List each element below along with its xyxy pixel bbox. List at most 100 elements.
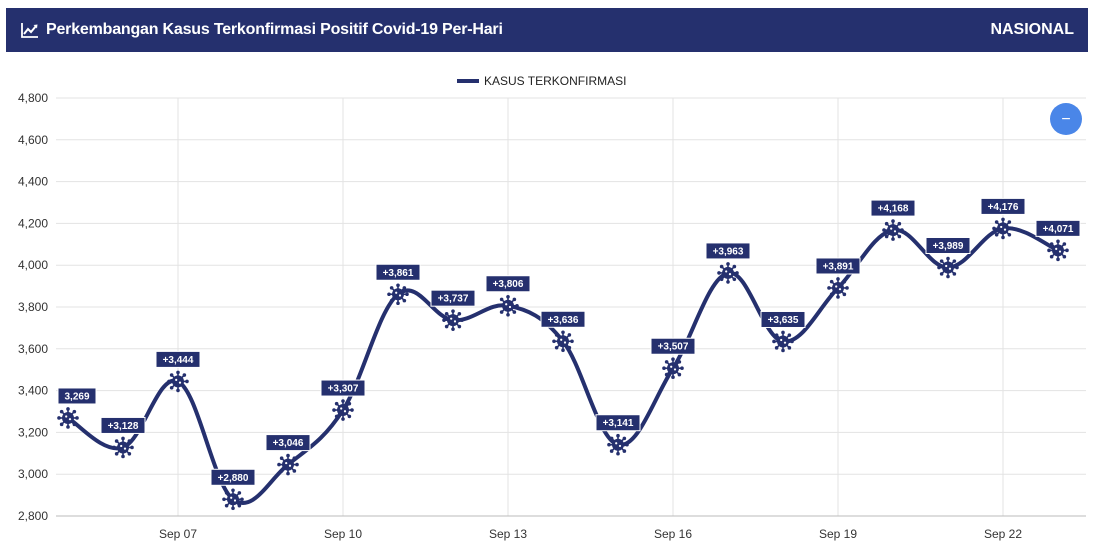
x-tick-label: Sep 16 (654, 527, 692, 541)
data-label: +3,806 (485, 275, 531, 293)
data-label-box (870, 199, 916, 217)
line-chart-icon (21, 23, 38, 38)
data-label-box (815, 257, 861, 275)
data-label: +3,141 (595, 414, 641, 432)
data-label: +3,046 (265, 434, 311, 452)
data-label-text: +3,989 (933, 241, 964, 252)
virus-marker-icon[interactable] (882, 219, 904, 241)
data-label-text: +3,507 (658, 342, 689, 353)
virus-marker-icon[interactable] (332, 399, 354, 421)
data-label: +3,635 (760, 310, 806, 328)
data-label-box (980, 197, 1026, 215)
virus-marker-icon[interactable] (57, 407, 79, 429)
header-left: Perkembangan Kasus Terkonfirmasi Positif… (20, 20, 503, 40)
y-tick-label: 4,000 (18, 258, 48, 272)
virus-marker-icon[interactable] (772, 330, 794, 353)
line-chart: 2,800 3,000 3,200 3,400 3,600 3,800 4,000 4,200… (18, 74, 1086, 541)
virus-marker-icon[interactable] (112, 436, 134, 459)
data-label-box (155, 350, 201, 368)
y-tick-label: 4,800 (18, 91, 48, 105)
data-label-text: +3,635 (768, 315, 799, 326)
virus-marker-icon[interactable] (1047, 239, 1069, 262)
data-label-box (595, 414, 641, 432)
virus-marker-icon[interactable] (552, 330, 574, 353)
chart-markers (57, 217, 1069, 511)
zoom-out-icon (1050, 103, 1082, 135)
data-label: +3,444 (155, 350, 201, 368)
y-tick-label: 4,400 (18, 175, 48, 189)
data-label-text: +3,737 (438, 294, 469, 305)
data-label: +3,307 (320, 379, 366, 397)
data-label-text: +3,806 (493, 279, 524, 290)
virus-marker-icon[interactable] (662, 357, 684, 380)
series-kasus-terkonfirmasi (66, 226, 1059, 505)
series-line (66, 226, 1059, 505)
x-tick-label: Sep 13 (489, 527, 527, 541)
data-label-text: +4,168 (878, 204, 909, 215)
data-label: +3,891 (815, 257, 861, 275)
data-label-box (540, 310, 586, 328)
data-label-text: +3,444 (163, 355, 194, 366)
data-label: +3,861 (375, 263, 421, 281)
virus-marker-icon[interactable] (607, 433, 629, 456)
data-label: +4,168 (870, 199, 916, 217)
data-label: +3,636 (540, 310, 586, 328)
data-label-text: +3,307 (328, 384, 359, 395)
data-label-text: +3,636 (548, 315, 579, 326)
chart-axes: 2,800 3,000 3,200 3,400 3,600 3,800 4,000 4,200… (18, 91, 1086, 541)
data-label-box (485, 275, 531, 293)
region-label: NASIONAL (990, 21, 1074, 38)
data-label-box (925, 236, 971, 254)
data-label: +3,507 (650, 337, 696, 355)
zoom-out-button[interactable]: − (1050, 103, 1082, 135)
data-label-text: +3,141 (603, 418, 634, 429)
y-tick-label: 2,800 (18, 509, 48, 523)
virus-marker-icon[interactable] (167, 370, 189, 393)
data-label-box (1035, 219, 1081, 237)
data-label-box (650, 337, 696, 355)
x-tick-label: Sep 10 (324, 527, 362, 541)
chart-grid (56, 97, 1086, 517)
y-tick-label: 3,800 (18, 300, 48, 314)
y-tick-label: 3,600 (18, 342, 48, 356)
data-label-text: +3,891 (823, 261, 854, 272)
data-label: +3,737 (430, 289, 476, 307)
data-label: +2,880 (210, 468, 256, 486)
y-tick-label: 4,600 (18, 133, 48, 147)
data-label-text: +4,176 (988, 202, 1019, 213)
data-label-box (375, 263, 421, 281)
virus-marker-icon[interactable] (222, 488, 244, 511)
data-label-text: +4,071 (1043, 224, 1074, 235)
data-label-text: 3,269 (64, 391, 89, 402)
legend-label: KASUS TERKONFIRMASI (484, 74, 626, 88)
data-label-text: +3,963 (713, 246, 744, 257)
virus-marker-icon[interactable] (497, 294, 519, 317)
x-tick-label: Sep 19 (819, 527, 857, 541)
data-label-box (430, 289, 476, 307)
data-label-box (705, 242, 751, 260)
virus-marker-icon[interactable] (992, 217, 1014, 240)
virus-marker-icon[interactable] (387, 283, 409, 306)
virus-marker-icon[interactable] (442, 309, 464, 331)
data-label-box (57, 387, 97, 405)
data-label-text: +3,861 (383, 268, 414, 279)
virus-marker-icon[interactable] (277, 453, 299, 476)
y-tick-label: 3,400 (18, 384, 48, 398)
data-label-box (265, 434, 311, 452)
data-label: 3,269 (57, 387, 97, 405)
chart-data-labels: 3,269 +3,128 +3,444 +2,880 +3,046 +3,307 +3,86… (57, 197, 1081, 486)
data-label: +4,071 (1035, 219, 1081, 237)
data-label-box (320, 379, 366, 397)
y-tick-label: 3,200 (18, 425, 48, 439)
data-label-box (210, 468, 256, 486)
y-tick-label: 4,200 (18, 216, 48, 230)
x-tick-label: Sep 07 (159, 527, 197, 541)
data-label: +3,128 (100, 416, 146, 434)
virus-marker-icon[interactable] (937, 256, 959, 279)
virus-marker-icon[interactable] (717, 262, 739, 284)
chart-legend[interactable]: KASUS TERKONFIRMASI (457, 74, 626, 88)
data-label: +4,176 (980, 197, 1026, 215)
chart-header: Perkembangan Kasus Terkonfirmasi Positif… (6, 8, 1088, 52)
virus-marker-icon[interactable] (827, 277, 849, 299)
data-label-box (100, 416, 146, 434)
